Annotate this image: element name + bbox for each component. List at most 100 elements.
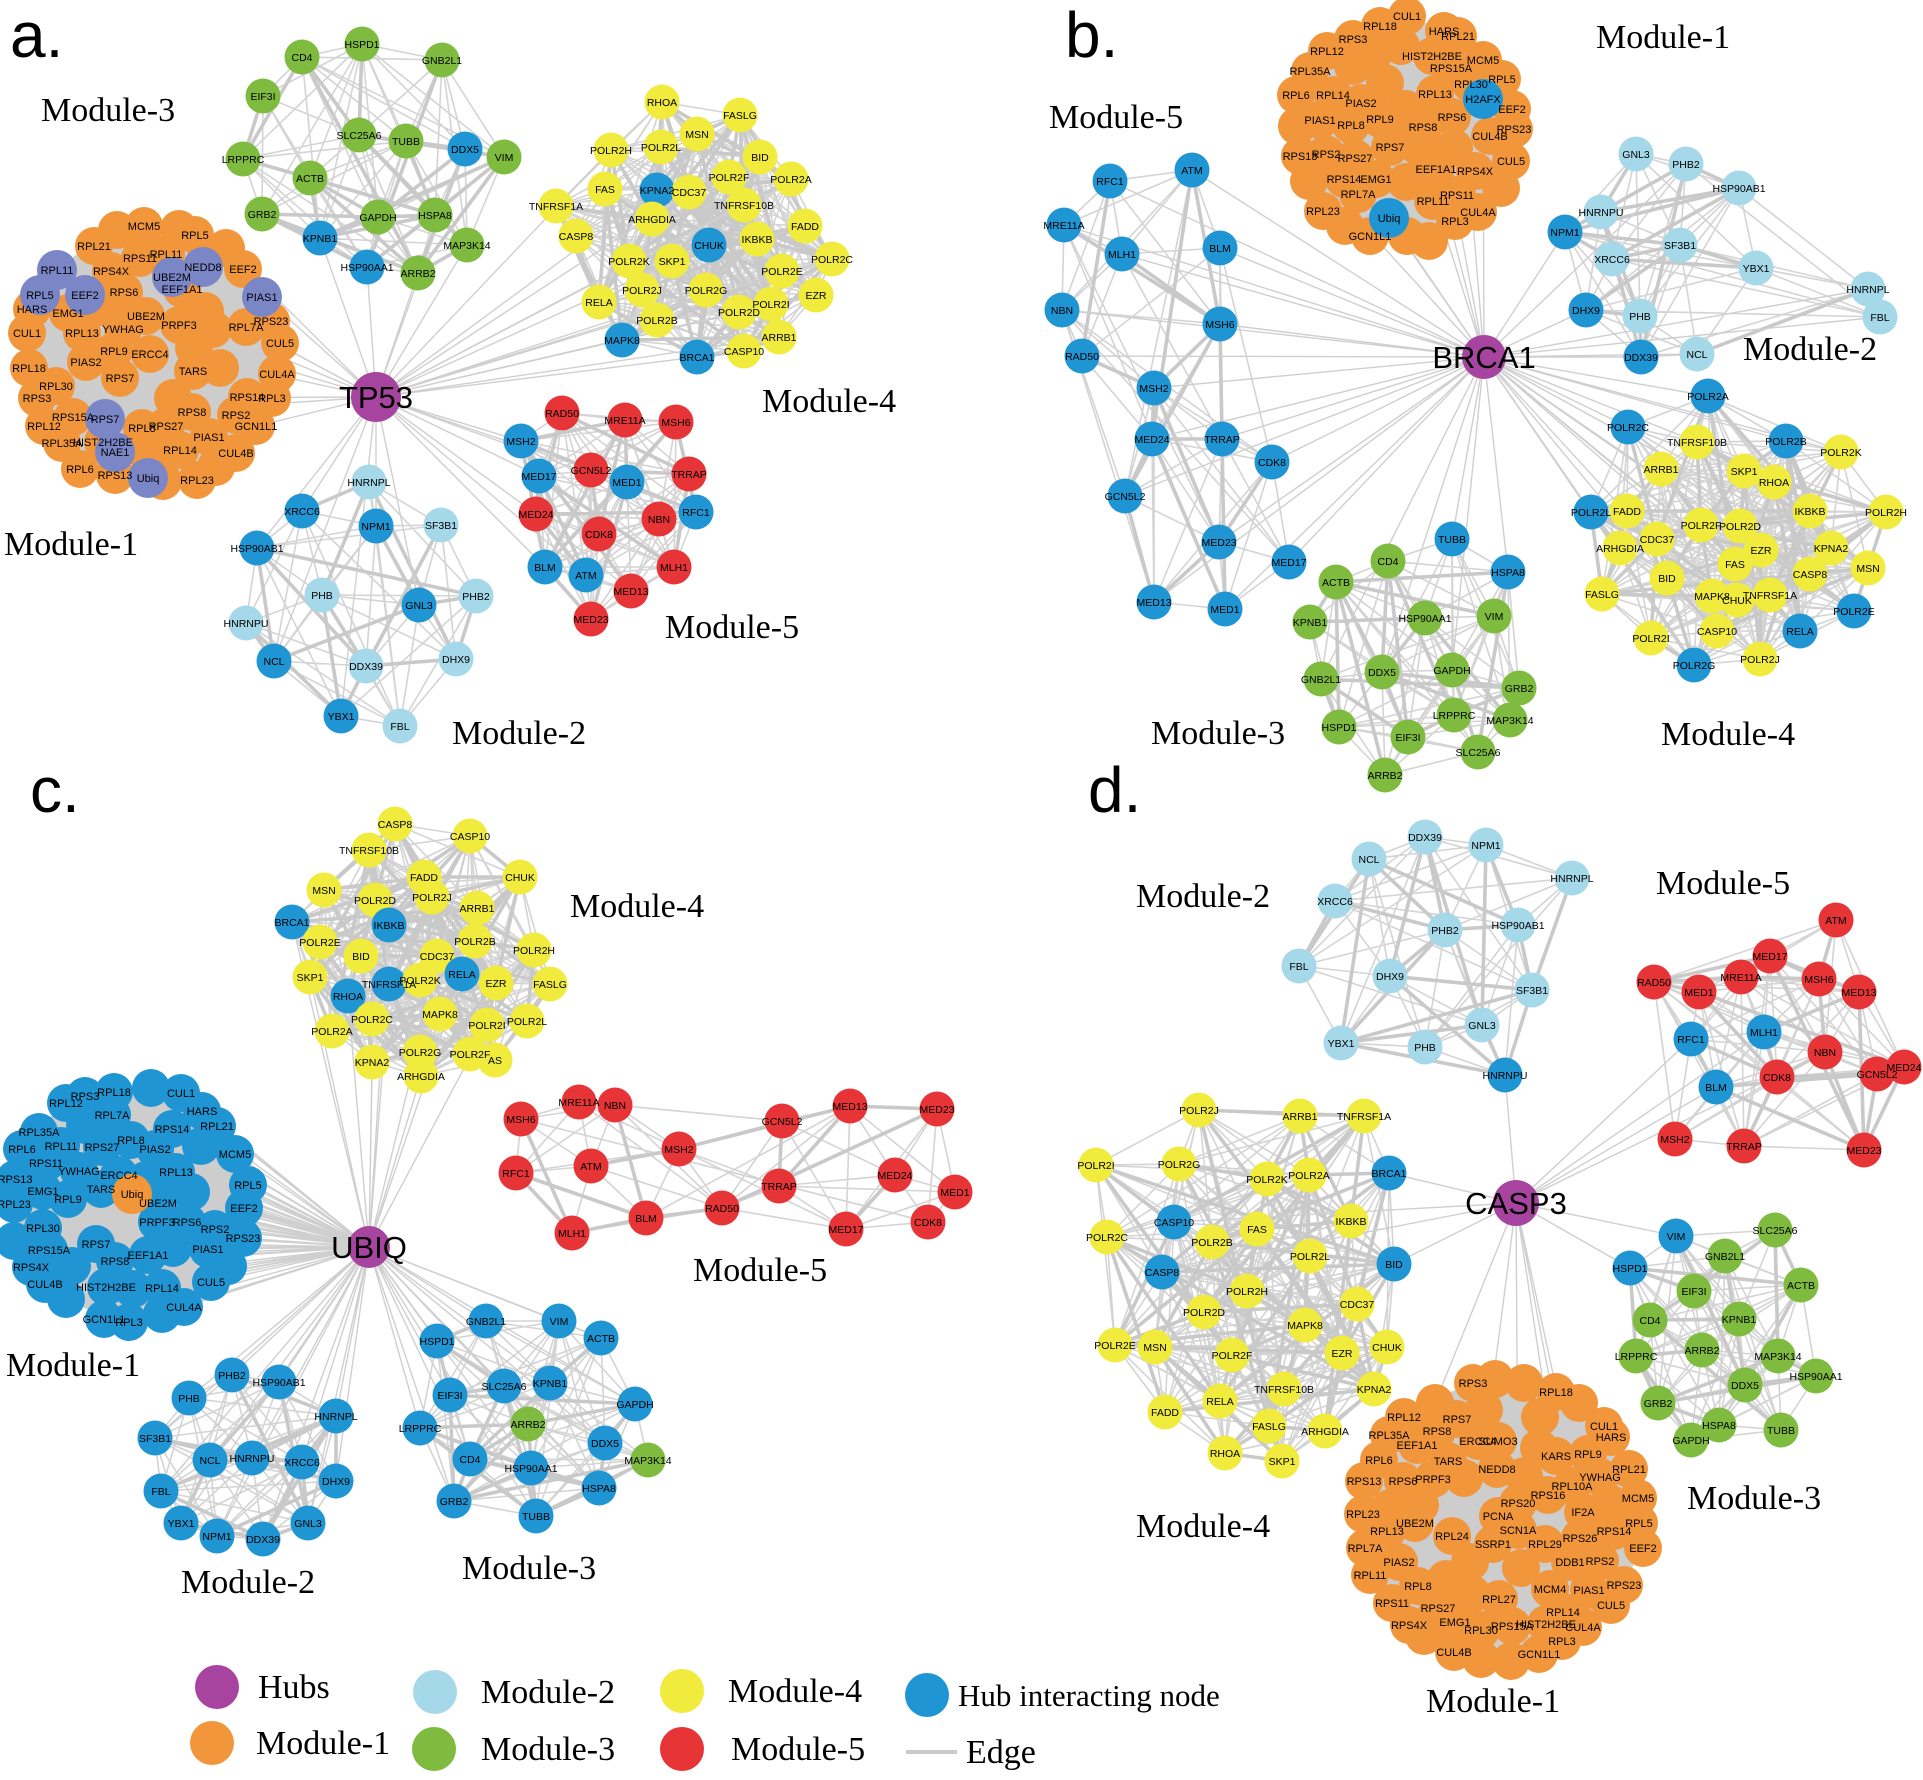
svg-text:PIAS2: PIAS2	[139, 1144, 170, 1156]
svg-text:NBN: NBN	[1814, 1047, 1836, 1059]
svg-text:SKP1: SKP1	[1269, 1456, 1296, 1468]
svg-text:NCL: NCL	[263, 656, 284, 668]
svg-text:RPS11: RPS11	[1375, 1598, 1409, 1610]
svg-text:RPS2: RPS2	[1586, 1556, 1615, 1568]
svg-text:Module-4: Module-4	[1661, 716, 1795, 753]
svg-text:RPL5: RPL5	[234, 1180, 262, 1192]
svg-text:RPL30: RPL30	[26, 1223, 60, 1235]
svg-text:POLR2E: POLR2E	[299, 937, 340, 949]
svg-text:Module-4: Module-4	[1136, 1508, 1270, 1545]
svg-text:RPL14: RPL14	[145, 1283, 179, 1295]
svg-text:SF3B1: SF3B1	[1664, 240, 1696, 252]
svg-text:RPL10A: RPL10A	[1552, 1481, 1594, 1493]
svg-text:EEF1A1: EEF1A1	[128, 1250, 169, 1262]
svg-text:MSN: MSN	[312, 885, 335, 897]
svg-text:Module-2: Module-2	[1136, 878, 1270, 915]
svg-text:POLR2E: POLR2E	[1094, 1340, 1135, 1352]
svg-text:GAPDH: GAPDH	[359, 212, 396, 224]
svg-text:CUL1: CUL1	[13, 328, 41, 340]
svg-text:HSPD1: HSPD1	[419, 1336, 454, 1348]
svg-text:MSH6: MSH6	[661, 417, 690, 429]
svg-text:Module-2: Module-2	[452, 715, 586, 752]
svg-text:POLR2D: POLR2D	[354, 895, 396, 907]
svg-text:IKBKB: IKBKB	[374, 920, 405, 932]
svg-text:MCM5: MCM5	[128, 221, 160, 233]
svg-text:MED1: MED1	[1210, 604, 1239, 616]
svg-text:RPL8: RPL8	[1404, 1581, 1432, 1593]
svg-text:DDX5: DDX5	[591, 1438, 619, 1450]
svg-text:a.: a.	[10, 0, 63, 71]
svg-text:RHOA: RHOA	[1759, 477, 1789, 489]
svg-text:RPS3: RPS3	[71, 1091, 100, 1103]
svg-text:RPL35A: RPL35A	[1290, 66, 1332, 78]
svg-text:PRPF3: PRPF3	[1415, 1474, 1450, 1486]
svg-text:CHUK: CHUK	[1722, 595, 1752, 607]
svg-text:POLR2C: POLR2C	[1086, 1232, 1128, 1244]
svg-text:MED13: MED13	[613, 586, 648, 598]
svg-text:GCN1L1: GCN1L1	[1518, 1649, 1561, 1661]
svg-text:FADD: FADD	[791, 221, 819, 233]
svg-text:GAPDH: GAPDH	[1433, 665, 1470, 677]
svg-text:PCNA: PCNA	[1483, 1511, 1514, 1523]
svg-text:RPL23: RPL23	[1306, 206, 1340, 218]
svg-text:BRCA1: BRCA1	[1371, 1168, 1406, 1180]
svg-text:POLR2K: POLR2K	[1820, 447, 1861, 459]
svg-text:POLR2C: POLR2C	[811, 254, 853, 266]
svg-text:MSH6: MSH6	[1804, 974, 1833, 986]
svg-text:EEF1A1: EEF1A1	[1416, 164, 1457, 176]
svg-text:RPL8: RPL8	[117, 1135, 145, 1147]
svg-text:RPL11: RPL11	[45, 1141, 78, 1153]
svg-text:ERCC4: ERCC4	[131, 349, 168, 361]
svg-text:MSN: MSN	[685, 129, 708, 141]
svg-text:FAS: FAS	[1247, 1224, 1267, 1236]
svg-text:RPL11: RPL11	[150, 249, 183, 261]
svg-text:POLR2C: POLR2C	[1607, 422, 1649, 434]
svg-text:RPS6: RPS6	[173, 1217, 202, 1229]
svg-text:POLR2A: POLR2A	[1687, 391, 1728, 403]
svg-text:CHUK: CHUK	[1372, 1342, 1402, 1354]
svg-text:MSH2: MSH2	[1139, 383, 1168, 395]
svg-text:RPS13: RPS13	[0, 1174, 32, 1186]
svg-text:EZR: EZR	[1332, 1348, 1353, 1360]
svg-text:HNRNPL: HNRNPL	[347, 477, 390, 489]
svg-text:POLR2J: POLR2J	[1179, 1105, 1219, 1117]
svg-text:POLR2B: POLR2B	[636, 315, 677, 327]
svg-text:KPNB1: KPNB1	[533, 1378, 568, 1390]
svg-text:HNRNPU: HNRNPU	[1579, 207, 1624, 219]
svg-text:MSN: MSN	[1856, 563, 1879, 575]
svg-text:DDX39: DDX39	[1408, 832, 1442, 844]
svg-text:POLR2B: POLR2B	[1191, 1237, 1232, 1249]
svg-text:GCN5L2: GCN5L2	[1105, 491, 1146, 503]
svg-text:RPS27: RPS27	[149, 421, 184, 433]
svg-text:CDK8: CDK8	[1763, 1072, 1791, 1084]
svg-text:SLC25A6: SLC25A6	[1753, 1225, 1798, 1237]
svg-text:RPS13: RPS13	[1347, 1476, 1382, 1488]
svg-text:MAP3K14: MAP3K14	[1486, 715, 1533, 727]
svg-text:ARRB1: ARRB1	[761, 332, 796, 344]
svg-text:MED24: MED24	[1134, 434, 1169, 446]
svg-text:PIAS2: PIAS2	[70, 357, 101, 369]
svg-text:MAPK8: MAPK8	[1287, 1320, 1323, 1332]
svg-text:HSPA8: HSPA8	[418, 210, 452, 222]
svg-text:TUBB: TUBB	[392, 136, 420, 148]
svg-text:POLR2L: POLR2L	[1290, 1251, 1330, 1263]
svg-text:IF2A: IF2A	[1571, 1507, 1595, 1519]
svg-text:CDK8: CDK8	[585, 529, 613, 541]
svg-text:RPS15A: RPS15A	[52, 412, 95, 424]
svg-text:NBN: NBN	[648, 514, 670, 526]
svg-text:Module-1: Module-1	[1426, 1683, 1560, 1720]
svg-text:CHUK: CHUK	[694, 240, 724, 252]
svg-text:RPS3: RPS3	[1339, 34, 1368, 46]
svg-text:PHB2: PHB2	[1431, 925, 1459, 937]
svg-text:POLR2G: POLR2G	[1158, 1159, 1201, 1171]
svg-text:YWHAG: YWHAG	[1579, 1472, 1621, 1484]
svg-text:RPL3: RPL3	[115, 1317, 143, 1329]
svg-text:CASP10: CASP10	[450, 831, 490, 843]
svg-text:d.: d.	[1088, 754, 1141, 826]
svg-text:MRE11A: MRE11A	[1720, 972, 1761, 984]
svg-text:RFC1: RFC1	[682, 507, 710, 519]
svg-text:EIF3I: EIF3I	[250, 91, 275, 103]
svg-text:POLR2D: POLR2D	[718, 307, 760, 319]
svg-text:RHOA: RHOA	[333, 991, 363, 1003]
svg-text:EEF2: EEF2	[71, 290, 99, 302]
